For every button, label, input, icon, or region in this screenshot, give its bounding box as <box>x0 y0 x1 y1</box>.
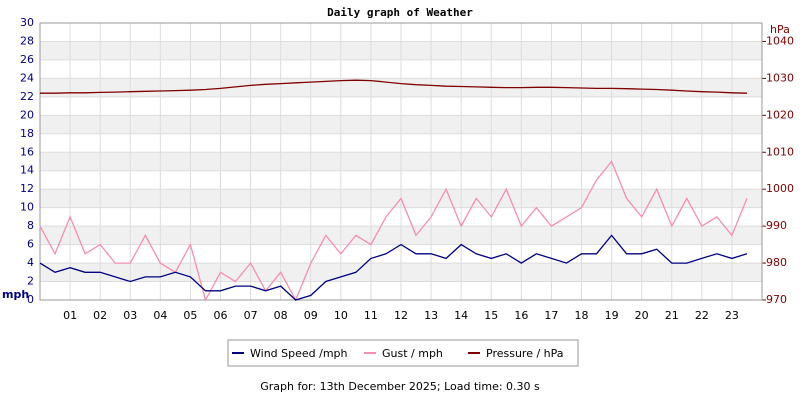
x-tick-label: 07 <box>244 309 258 322</box>
y-tick-label: 26 <box>20 53 34 66</box>
series-line <box>40 79 748 94</box>
x-tick-label: 18 <box>575 309 589 322</box>
y-axis-label: mph <box>2 288 29 301</box>
y-tick-label: 24 <box>20 71 34 84</box>
x-tick-label: 02 <box>93 309 107 322</box>
y-tick-label: 22 <box>20 90 34 103</box>
y2-tick-label: 1030 <box>766 71 794 84</box>
y2-tick-label: 1010 <box>766 145 794 158</box>
y-tick-label: 20 <box>20 108 34 121</box>
y-tick-label: 10 <box>20 201 34 214</box>
x-tick-label: 03 <box>123 309 137 322</box>
y-tick-label: 30 <box>20 16 34 29</box>
y2-tick-label: 1020 <box>766 108 794 121</box>
y2-tick-label: 990 <box>766 219 787 232</box>
x-tick-label: 15 <box>484 309 498 322</box>
x-tick-label: 10 <box>334 309 348 322</box>
series-line <box>39 160 748 302</box>
x-tick-label: 12 <box>394 309 408 322</box>
y-tick-label: 18 <box>20 127 34 140</box>
legend-label: Pressure / hPa <box>486 347 564 360</box>
y-tick-label: 8 <box>27 219 34 232</box>
series-line <box>39 234 748 301</box>
x-tick-label: 04 <box>153 309 167 322</box>
legend-label: Gust / mph <box>382 347 443 360</box>
x-tick-label: 09 <box>304 309 318 322</box>
x-tick-label: 05 <box>183 309 197 322</box>
chart-title: Daily graph of Weather <box>327 6 473 19</box>
footer: Graph for: 13th December 2025; Load time… <box>260 380 540 393</box>
x-tick-label: 23 <box>725 309 739 322</box>
plot-frame <box>39 22 763 301</box>
y-tick-label: 16 <box>20 145 34 158</box>
y2-tick-label: 1040 <box>766 34 794 47</box>
y-tick-label: 28 <box>20 34 34 47</box>
x-tick-label: 11 <box>364 309 378 322</box>
y-tick-label: 2 <box>27 275 34 288</box>
y-tick-label: 4 <box>27 256 34 269</box>
y-tick-label: 6 <box>27 238 34 251</box>
y2-tick-label: 980 <box>766 256 787 269</box>
x-tick-label: 21 <box>665 309 679 322</box>
y2-axis-label: hPa <box>770 23 790 36</box>
y2-tick-label: 970 <box>766 293 787 306</box>
legend-label: Wind Speed /mph <box>250 347 348 360</box>
x-tick-label: 16 <box>514 309 528 322</box>
y-tick-label: 14 <box>20 164 34 177</box>
x-tick-label: 06 <box>214 309 228 322</box>
x-tick-label: 19 <box>605 309 619 322</box>
x-tick-label: 13 <box>424 309 438 322</box>
x-tick-label: 22 <box>695 309 709 322</box>
x-tick-label: 01 <box>63 309 77 322</box>
y2-tick-label: 1000 <box>766 182 794 195</box>
x-tick-label: 08 <box>274 309 288 322</box>
x-tick-label: 17 <box>544 309 558 322</box>
x-tick-label: 14 <box>454 309 468 322</box>
x-tick-label: 20 <box>635 309 649 322</box>
legend-box <box>227 339 579 367</box>
y-tick-label: 12 <box>20 182 34 195</box>
y-tick-label: 0 <box>27 293 34 306</box>
